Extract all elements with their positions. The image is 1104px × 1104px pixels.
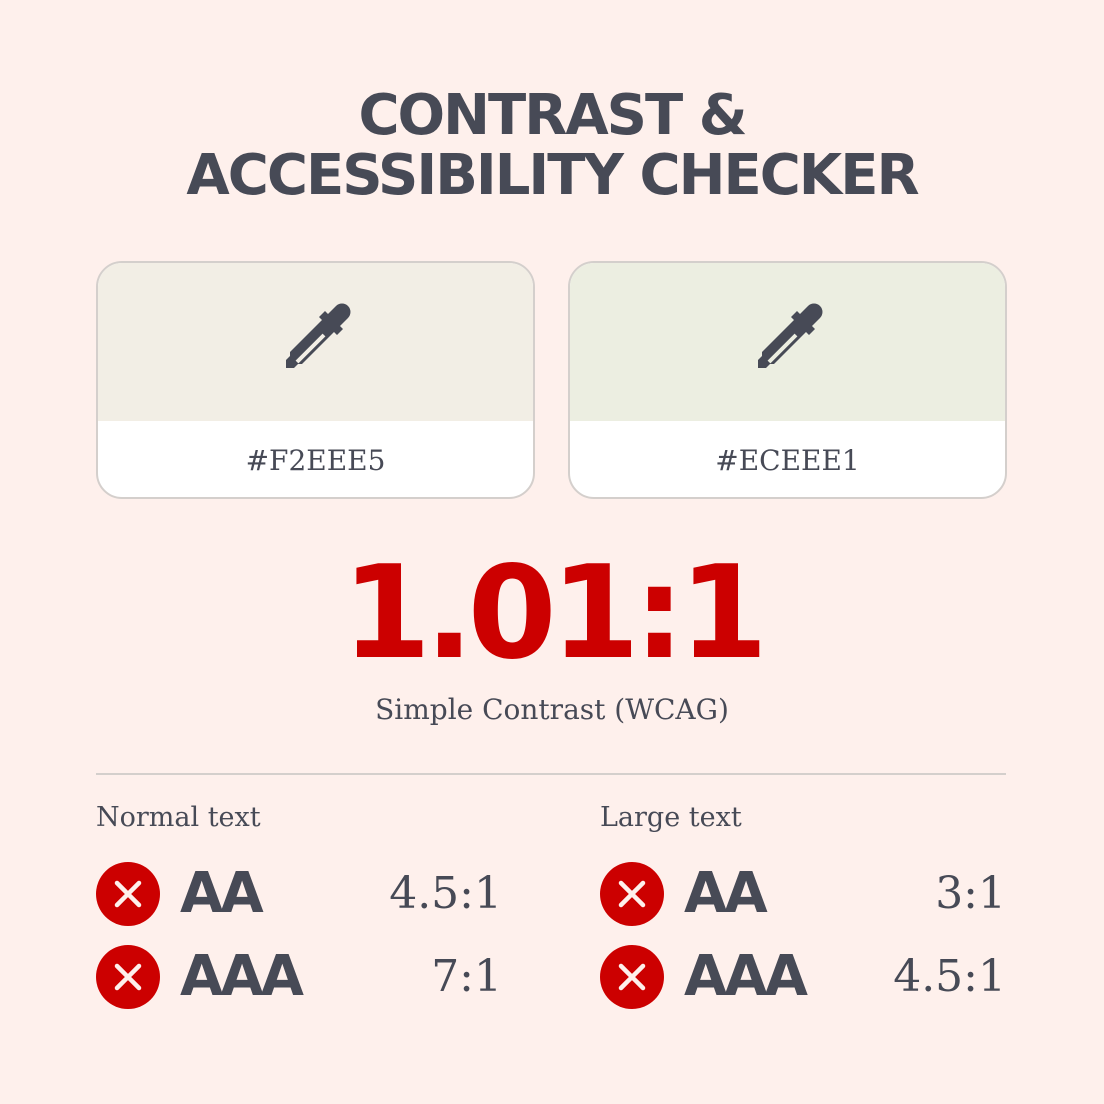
color-card-foreground[interactable]: #F2EEE5 xyxy=(96,261,535,499)
eyedropper-icon[interactable] xyxy=(746,300,830,384)
contrast-ratio: 1.01:1 xyxy=(341,539,768,688)
fail-icon xyxy=(600,944,664,1009)
hex-value[interactable]: #ECEEE1 xyxy=(715,443,860,477)
fail-icon xyxy=(600,861,664,926)
title-line-1: Contrast & xyxy=(358,83,747,148)
contrast-label: Simple Contrast (WCAG) xyxy=(375,693,729,726)
required-ratio: 4.5:1 xyxy=(389,868,502,919)
level-label: AAA xyxy=(180,944,304,1009)
page-title: Contrast & Accessibility Checker xyxy=(0,86,1104,206)
normal-text-section: Normal text AA 4.5:1 AAA 7:1 xyxy=(96,798,502,1018)
level-label: AAA xyxy=(684,944,808,1009)
result-row: AAA 4.5:1 xyxy=(600,935,1006,1018)
color-swatch[interactable] xyxy=(98,263,533,421)
large-text-section: Large text AA 3:1 AAA 4.5:1 xyxy=(600,798,1006,1018)
required-ratio: 4.5:1 xyxy=(893,951,1006,1002)
section-heading: Large text xyxy=(600,802,742,833)
divider xyxy=(96,773,1006,775)
required-ratio: 7:1 xyxy=(431,951,502,1002)
hex-value[interactable]: #F2EEE5 xyxy=(245,443,386,477)
level-label: AA xyxy=(180,861,264,926)
fail-icon xyxy=(96,861,160,926)
required-ratio: 3:1 xyxy=(935,868,1006,919)
fail-icon xyxy=(96,944,160,1009)
result-row: AA 3:1 xyxy=(600,852,1006,935)
eyedropper-icon[interactable] xyxy=(274,300,358,384)
color-swatch[interactable] xyxy=(570,263,1005,421)
color-card-background[interactable]: #ECEEE1 xyxy=(568,261,1007,499)
section-heading: Normal text xyxy=(96,802,261,833)
result-row: AA 4.5:1 xyxy=(96,852,502,935)
result-row: AAA 7:1 xyxy=(96,935,502,1018)
title-line-2: Accessibility Checker xyxy=(186,143,919,208)
level-label: AA xyxy=(684,861,768,926)
